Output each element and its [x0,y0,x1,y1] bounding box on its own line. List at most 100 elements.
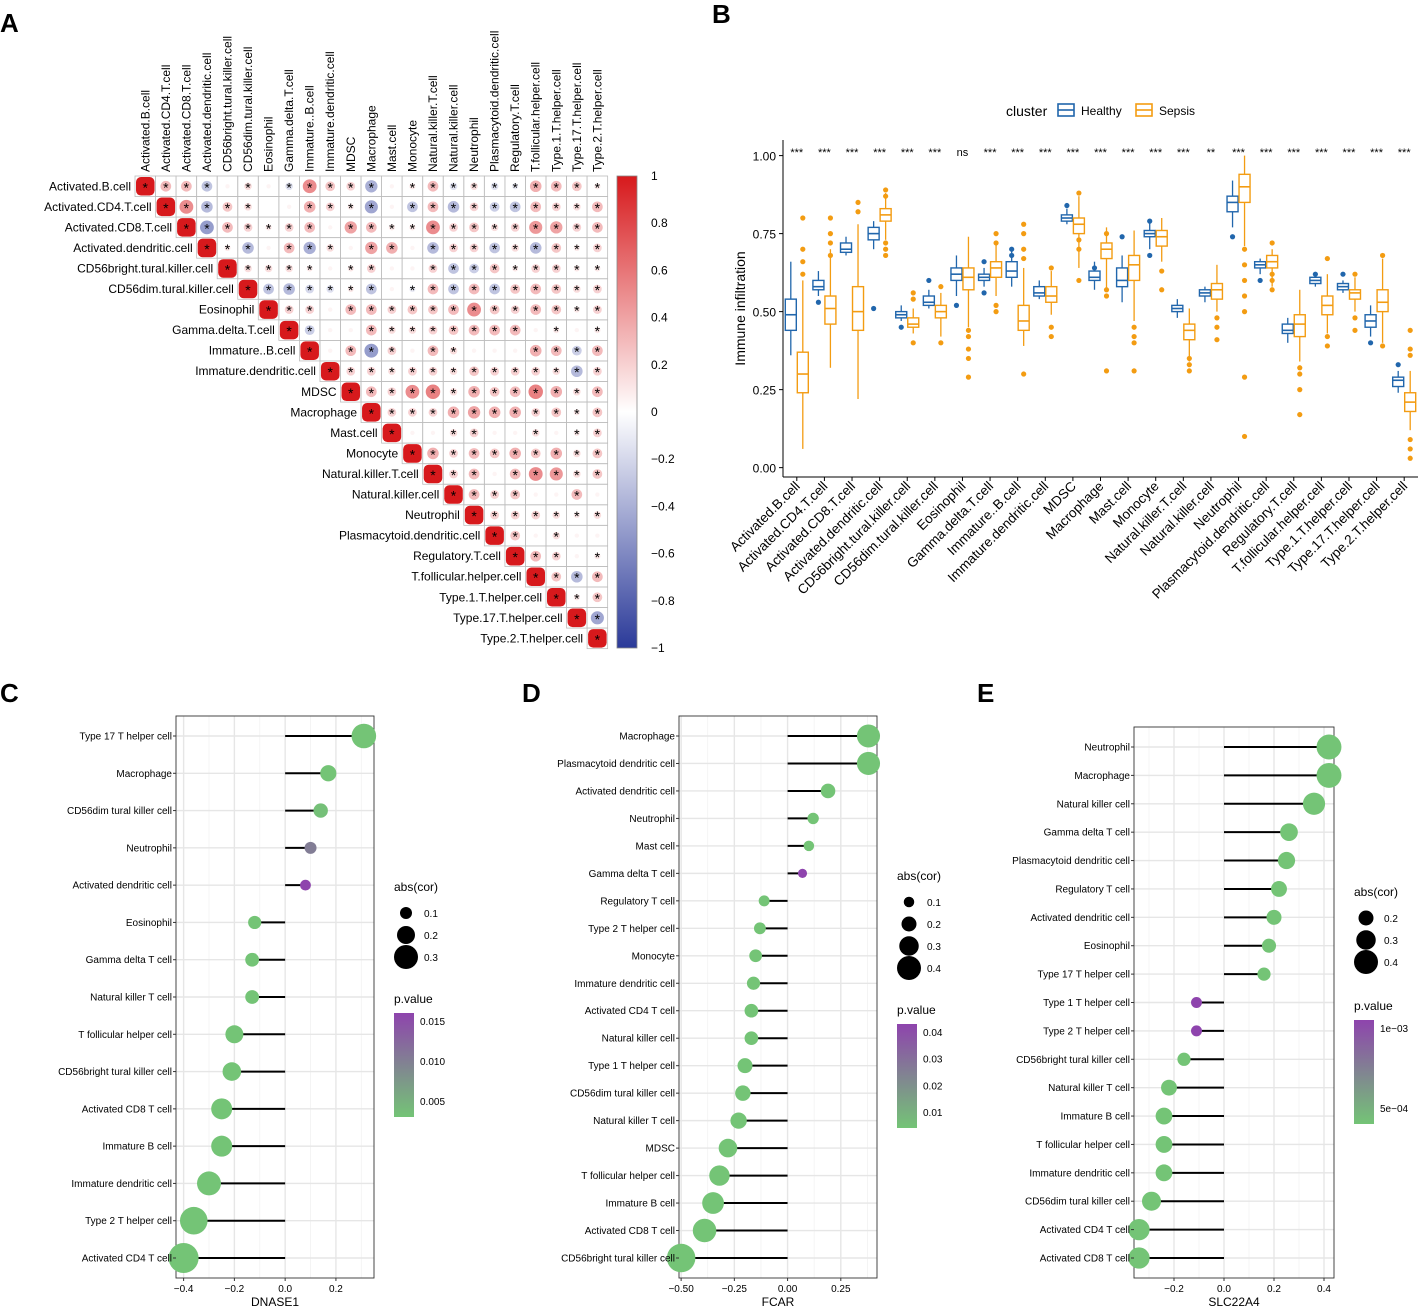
y-tick-label: Activated CD4 T cell [1040,1225,1130,1236]
y-tick-label: Immature dendritic cell [1029,1168,1130,1179]
size-legend-key [397,926,415,944]
lollipop-point [1280,823,1298,842]
outlier-point [1395,362,1401,368]
significance-star: * [451,220,457,236]
outlier-point [910,340,916,346]
correlation-circle [531,510,541,520]
box-iqr [824,295,837,325]
lollipop-point [1161,1079,1177,1096]
y-tick-label: Immature dendritic cell [71,1179,172,1190]
y-tick-label: Gamma delta T cell [589,869,675,880]
significance-star: * [204,200,210,216]
size-legend-key [394,945,418,969]
legend-title: cluster [1006,103,1048,119]
outlier-point [1241,277,1248,284]
significance-star: * [554,282,560,298]
lollipop-point [225,1025,244,1044]
significance-star: * [307,261,313,277]
significance-star: * [492,200,498,216]
outlier-point [1407,436,1413,443]
correlation-circle [505,546,525,566]
correlation-circle [552,367,561,376]
correlation-circle [531,264,541,273]
significance-label: *** [1039,147,1053,159]
significance-star: * [554,241,560,257]
x-axis-label: DNASE1 [251,1295,299,1309]
x-tick-label: −0.25 [722,1284,748,1295]
outlier-point [1159,287,1165,293]
significance-star: * [369,344,375,360]
size-legend-key [903,896,915,908]
correlation-circle [592,407,603,418]
correlation-circle [510,223,520,232]
correlation-circle [468,324,480,336]
size-legend-key [400,907,412,919]
box-iqr [812,279,825,291]
significance-star: * [471,364,477,380]
significance-star: * [471,323,477,339]
lollipop-point [744,1003,759,1018]
correlation-circle [510,366,520,376]
correlation-circle [388,224,395,231]
column-label: Immature.dendritic.cell [323,51,337,172]
color-legend-bar [897,1024,917,1128]
y-tick-label: Activated CD4 T cell [585,1006,675,1017]
correlation-circle [222,222,233,233]
box-iqr [1226,195,1239,213]
box-iqr [1391,376,1405,388]
correlation-circle [328,307,333,312]
y-tick-label: Immature B cell [103,1142,172,1153]
correlation-circle [593,305,602,314]
y-tick-label: MDSC [646,1144,675,1155]
significance-label: *** [1232,147,1246,159]
outlier-point [1147,218,1153,224]
correlation-circle [573,429,580,436]
significance-star: * [595,508,601,524]
correlation-circle [328,225,333,230]
correlation-circle [533,492,538,497]
box-iqr [1045,285,1058,303]
correlation-circle [492,348,497,353]
significance-star: * [451,488,457,504]
significance-star: * [451,446,457,462]
correlation-circle [279,320,299,340]
lollipop-point [702,1192,724,1214]
row-label: Natural.killer.T.cell [322,467,419,481]
significance-star: * [389,385,395,401]
significance-star: * [533,467,539,483]
y-tick-label: Activated CD4 T cell [82,1254,172,1265]
row-label: Mast.cell [330,426,377,440]
correlation-circle [449,243,458,253]
correlation-circle [571,365,583,378]
correlation-circle [444,485,463,504]
significance-label: ns [957,147,969,159]
correlation-circle [530,448,541,459]
correlation-circle [551,202,561,212]
lollipop-point [1128,1247,1150,1269]
box-iqr [922,295,936,307]
correlation-circle [389,266,395,271]
y-tick-label: Monocyte [632,951,676,962]
color-legend-title: p.value [394,992,433,1006]
significance-star: * [410,220,416,236]
correlation-circle [551,264,561,273]
y-tick-label: 0.25 [753,384,777,398]
x-tick-label: 0.2 [1267,1284,1281,1295]
significance-star: * [369,179,375,195]
color-legend-title: p.value [897,1003,936,1017]
correlation-circle [449,387,458,396]
significance-star: * [595,282,601,298]
significance-star: * [245,261,251,277]
correlation-circle [530,304,542,315]
size-legend-label: 0.2 [424,931,438,942]
outlier-point [1103,293,1110,299]
significance-star: * [595,467,601,483]
significance-star: * [492,446,498,462]
y-tick-label: Gamma delta T cell [86,955,172,966]
lollipop-point [1271,880,1287,897]
column-label: Type.1.T.helper.cell [549,69,563,172]
correlation-circle [410,245,415,251]
colorbar-tick-label: 0.2 [651,358,668,372]
y-tick-label: Natural killer cell [602,1034,675,1045]
significance-star: * [410,179,416,195]
